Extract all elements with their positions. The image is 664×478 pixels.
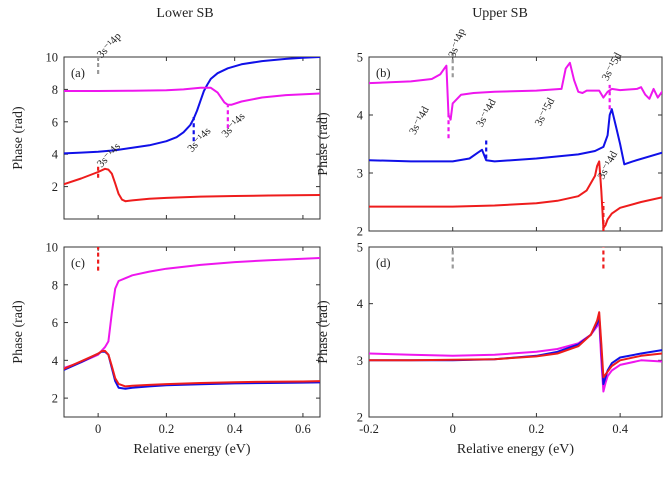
y-tick-label: 2	[357, 411, 363, 425]
annotation-label: 3s⁻¹4p	[446, 27, 468, 60]
annotation-label: 3s⁻¹4d	[474, 97, 499, 129]
y-tick-label: 4	[357, 297, 364, 311]
annotation-label: 3s⁻¹4s	[185, 125, 213, 154]
y-tick-label: 3	[357, 167, 363, 181]
y-tick-label: 5	[357, 51, 363, 65]
axes-frame	[63, 246, 321, 418]
panel-label: (d)	[376, 256, 391, 270]
series-line-magenta	[369, 319, 662, 393]
panel-label: (c)	[71, 256, 85, 270]
series-line-blue	[64, 57, 320, 155]
col-title-lower-sb: Lower SB	[156, 6, 213, 21]
series-line-red	[369, 311, 662, 379]
x-axis-label: Relative energy (eV)	[457, 442, 574, 457]
y-tick-label: 3	[357, 354, 363, 368]
axes-frame	[63, 56, 321, 220]
panel-d: -0.2 0 0.2 0.4 2 3 4 5 Phase (rad) Relative energ…	[316, 241, 663, 457]
annotation-label: 3s⁻¹4s	[95, 141, 123, 170]
y-tick-label: 4	[52, 354, 59, 368]
y-axis-label: Phase (rad)	[11, 300, 26, 364]
annotation-label: 3s⁻¹4p	[95, 30, 124, 61]
series-group	[64, 57, 320, 203]
series-line-red	[64, 349, 320, 388]
series-line-magenta	[64, 257, 320, 369]
series-group	[369, 311, 662, 393]
x-tick-label: -0.2	[359, 422, 379, 436]
series-group	[64, 257, 320, 390]
y-tick-label: 6	[52, 115, 58, 129]
axes-frame	[368, 246, 663, 418]
panel-c: 0 0.2 0.4 0.6 2 4 6 8 10 Phase (rad) Relative ener…	[11, 241, 321, 457]
y-tick-label: 8	[52, 278, 58, 292]
annotation-label: 3s⁻¹4s	[219, 111, 247, 140]
series-line-red	[64, 167, 320, 203]
y-tick-label: 10	[46, 51, 59, 65]
y-tick-label: 6	[52, 316, 58, 330]
x-tick-label: 0	[95, 422, 101, 436]
series-line-blue	[369, 108, 662, 166]
series-line-magenta	[64, 86, 320, 106]
x-tick-label: 0.6	[295, 422, 311, 436]
y-axis-label: Phase (rad)	[316, 112, 331, 176]
series-line-blue	[369, 315, 662, 386]
y-tick-label: 2	[357, 225, 363, 239]
x-tick-label: 0.4	[612, 422, 628, 436]
panel-b: 2 3 4 5 Phase (rad) 3s⁻¹4p 3s⁻¹4d 3s⁻¹4d 3s⁻¹5d 3…	[316, 27, 663, 239]
y-tick-label: 8	[52, 83, 58, 97]
y-tick-label: 5	[357, 241, 363, 255]
annotation-label: 3s⁻¹5d	[600, 50, 625, 82]
y-tick-label: 4	[357, 109, 364, 123]
y-tick-label: 2	[52, 392, 58, 406]
x-tick-label: 0.2	[529, 422, 545, 436]
panel-label: (a)	[71, 66, 85, 80]
y-axis-label: Phase (rad)	[11, 106, 26, 170]
x-axis-label: Relative energy (eV)	[133, 442, 250, 457]
series-line-red	[369, 160, 662, 230]
col-title-upper-sb: Upper SB	[472, 6, 528, 21]
annotation-label: 3s⁻¹5d	[533, 96, 558, 128]
y-axis-label: Phase (rad)	[316, 300, 331, 364]
series-line-magenta	[369, 61, 662, 121]
series-group	[369, 61, 662, 230]
x-tick-label: 0.4	[227, 422, 243, 436]
y-tick-label: 4	[52, 148, 59, 162]
x-tick-label: 0	[450, 422, 456, 436]
panel-label: (b)	[376, 66, 391, 80]
y-tick-label: 2	[52, 180, 58, 194]
annotation-label: 3s⁻¹4d	[407, 104, 432, 136]
y-tick-label: 10	[46, 241, 59, 255]
x-tick-label: 0.2	[159, 422, 175, 436]
axes-frame	[368, 56, 663, 232]
